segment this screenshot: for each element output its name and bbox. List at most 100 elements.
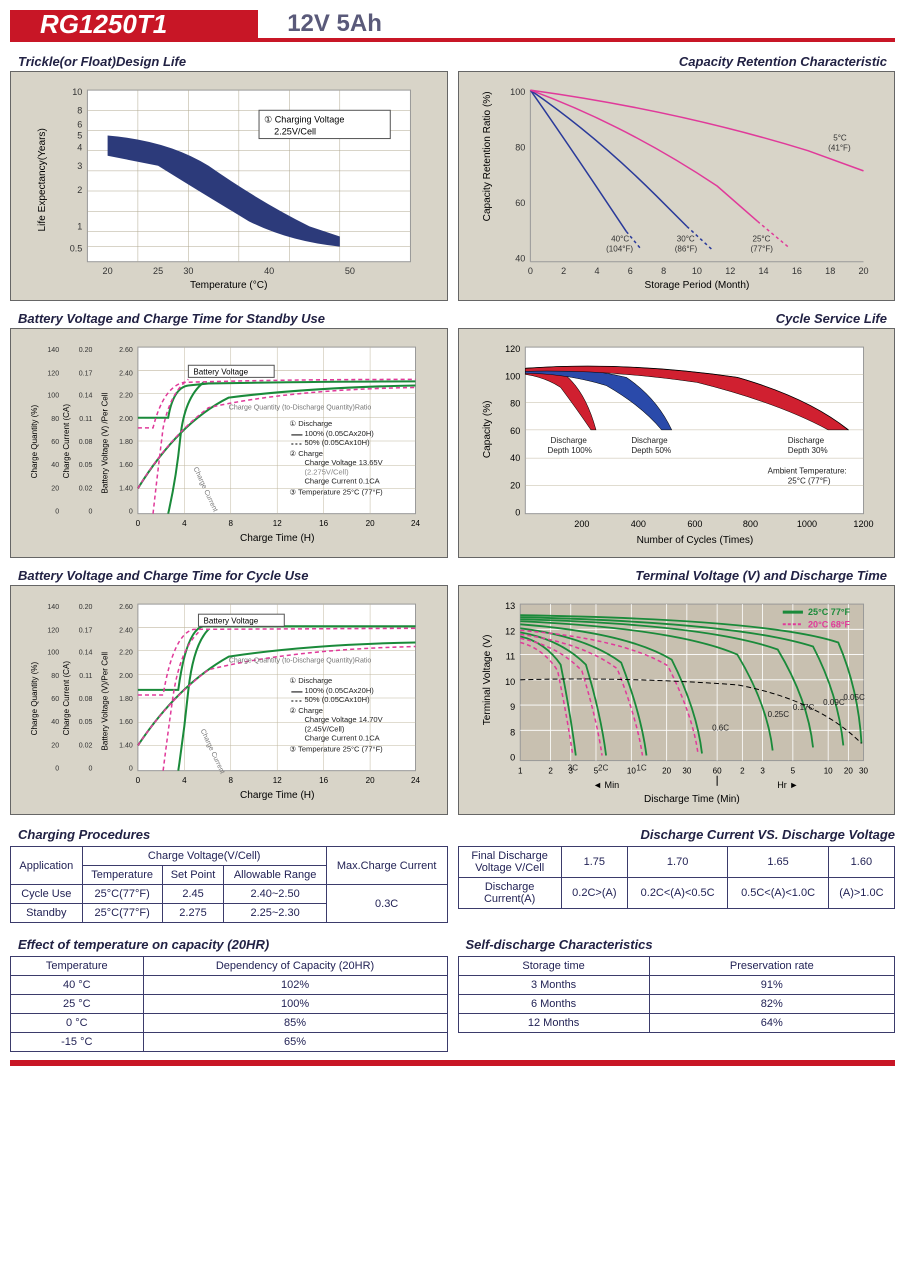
svg-text:Ambient Temperature:: Ambient Temperature: — [767, 466, 846, 475]
svg-text:Battery Voltage (V) /Per Cell: Battery Voltage (V) /Per Cell — [101, 392, 110, 493]
svg-text:0: 0 — [89, 509, 93, 516]
svg-text:Capacity (%): Capacity (%) — [481, 400, 492, 458]
svg-text:0.08: 0.08 — [79, 439, 93, 446]
cell: 40 °C — [11, 976, 144, 995]
svg-text:10: 10 — [691, 266, 701, 276]
model-number: RG1250T1 — [10, 9, 167, 40]
svg-text:Hr ►: Hr ► — [777, 780, 798, 790]
svg-text:Battery Voltage (V)/Per Cell: Battery Voltage (V)/Per Cell — [101, 652, 110, 751]
svg-text:2.60: 2.60 — [119, 347, 133, 354]
svg-text:2.40: 2.40 — [119, 370, 133, 377]
svg-text:Depth 50%: Depth 50% — [631, 446, 671, 455]
svg-text:2: 2 — [548, 767, 553, 776]
svg-text:20: 20 — [858, 266, 868, 276]
cell: 0.2C<(A)<0.5C — [627, 878, 727, 909]
svg-standby: Battery Voltage Charge Quantity (to-Disc… — [19, 337, 439, 549]
cell: 25°C(77°F) — [82, 885, 162, 904]
svg-text:③ Temperature 25°C (77°F): ③ Temperature 25°C (77°F) — [289, 487, 383, 496]
svg-text:Discharge: Discharge — [550, 436, 587, 445]
svg-text:1: 1 — [77, 221, 82, 231]
svg-text:80: 80 — [515, 143, 525, 153]
svg-text:14: 14 — [758, 266, 768, 276]
svg-text:2.25V/Cell: 2.25V/Cell — [274, 127, 316, 137]
cell: 64% — [649, 1014, 894, 1033]
th: Preservation rate — [649, 957, 894, 976]
cell: 0 °C — [11, 1014, 144, 1033]
th-sp: Set Point — [162, 866, 224, 885]
svg-text:0: 0 — [515, 508, 520, 518]
svg-text:(2.45V/Cell): (2.45V/Cell) — [304, 724, 344, 733]
svg-text:Charge Voltage 13.65V: Charge Voltage 13.65V — [304, 458, 383, 467]
header-stripe: RG1250T1 12V 5Ah — [10, 10, 895, 42]
svg-text:5°C: 5°C — [833, 134, 847, 143]
svg-text:20: 20 — [366, 776, 375, 785]
svg-text:10: 10 — [505, 677, 515, 687]
svg-text:3: 3 — [77, 161, 82, 171]
svg-text:800: 800 — [742, 519, 757, 529]
svg-text:6: 6 — [77, 119, 82, 129]
svg-text:0.20: 0.20 — [79, 604, 93, 611]
svg-text:120: 120 — [505, 344, 520, 354]
svg-text:Discharge: Discharge — [631, 436, 668, 445]
svg-text:60: 60 — [515, 198, 525, 208]
svg-text:20: 20 — [843, 767, 852, 776]
svg-text:0.17C: 0.17C — [792, 703, 814, 712]
svg-text:1200: 1200 — [853, 519, 873, 529]
svg-text:40: 40 — [264, 266, 274, 276]
table-row: 0 °C85% — [11, 1014, 448, 1033]
svg-text:Discharge Time (Min): Discharge Time (Min) — [644, 794, 740, 805]
chart-standby: Battery Voltage Charge Quantity (to-Disc… — [10, 328, 448, 558]
svg-text:40°C: 40°C — [611, 235, 629, 244]
svg-text:1.60: 1.60 — [119, 462, 133, 469]
svg-text:8: 8 — [229, 519, 234, 528]
cell: (A)>1.0C — [828, 878, 894, 909]
svg-text:0.02: 0.02 — [79, 742, 93, 749]
svg-text:3: 3 — [568, 767, 573, 776]
svg-text:(77°F): (77°F) — [750, 245, 773, 254]
th: Temperature — [11, 957, 144, 976]
svg-text:4: 4 — [182, 776, 187, 785]
table-row: -15 °C65% — [11, 1033, 448, 1052]
table-row: 12 Months64% — [458, 1014, 895, 1033]
svg-text:Depth 30%: Depth 30% — [787, 446, 827, 455]
svg-text:40: 40 — [510, 453, 520, 463]
th-ar: Allowable Range — [224, 866, 326, 885]
svg-text:10: 10 — [823, 767, 832, 776]
title-trickle: Trickle(or Float)Design Life — [18, 54, 448, 69]
svg-text:140: 140 — [47, 347, 59, 354]
svg-text:① Discharge: ① Discharge — [289, 676, 332, 685]
spec-text: 12V 5Ah — [287, 10, 382, 38]
svg-text:20: 20 — [51, 485, 59, 492]
svg-text:2.60: 2.60 — [119, 604, 133, 611]
svg-text:Number of Cycles (Times): Number of Cycles (Times) — [636, 535, 753, 546]
cell: 25 °C — [11, 995, 144, 1014]
svg-text:25°C: 25°C — [752, 235, 770, 244]
svg-text:2: 2 — [561, 266, 566, 276]
svg-text:12: 12 — [273, 519, 282, 528]
panel-terminal: Terminal Voltage (V) and Discharge Time — [458, 564, 896, 815]
panel-charging-proc: Charging Procedures Application Charge V… — [10, 819, 448, 923]
chart-trickle: ① Charging Voltage 2.25V/Cell 1086 543 2… — [10, 71, 448, 301]
th: Dependency of Capacity (20HR) — [143, 957, 447, 976]
svg-text:① Discharge: ① Discharge — [289, 419, 332, 428]
svg-text:120: 120 — [47, 370, 59, 377]
th: Storage time — [458, 957, 649, 976]
svg-text:Capacity Retention Ratio (%): Capacity Retention Ratio (%) — [481, 91, 492, 221]
svg-text:24: 24 — [411, 776, 420, 785]
chart-retention: 40°C(104°F) 30°C(86°F) 25°C(77°F) 5°C(41… — [458, 71, 896, 301]
svg-text:Life Expectancy(Years): Life Expectancy(Years) — [37, 128, 48, 231]
cell: 1.70 — [627, 847, 727, 878]
svg-text:(41°F): (41°F) — [828, 144, 851, 153]
svg-text:0: 0 — [527, 266, 532, 276]
svg-text:② Charge: ② Charge — [289, 706, 323, 715]
svg-text:80: 80 — [51, 673, 59, 680]
cell: 0.2C>(A) — [561, 878, 627, 909]
table-selfdis: Storage timePreservation rate 3 Months91… — [458, 956, 896, 1033]
svg-text:0: 0 — [89, 766, 93, 773]
th-temp: Temperature — [82, 866, 162, 885]
svg-text:0.25C: 0.25C — [767, 710, 789, 719]
cell: 100% — [143, 995, 447, 1014]
svg-text:40: 40 — [515, 254, 525, 264]
svg-text:20: 20 — [51, 742, 59, 749]
svg-text:(2.275V/Cell): (2.275V/Cell) — [304, 467, 349, 476]
